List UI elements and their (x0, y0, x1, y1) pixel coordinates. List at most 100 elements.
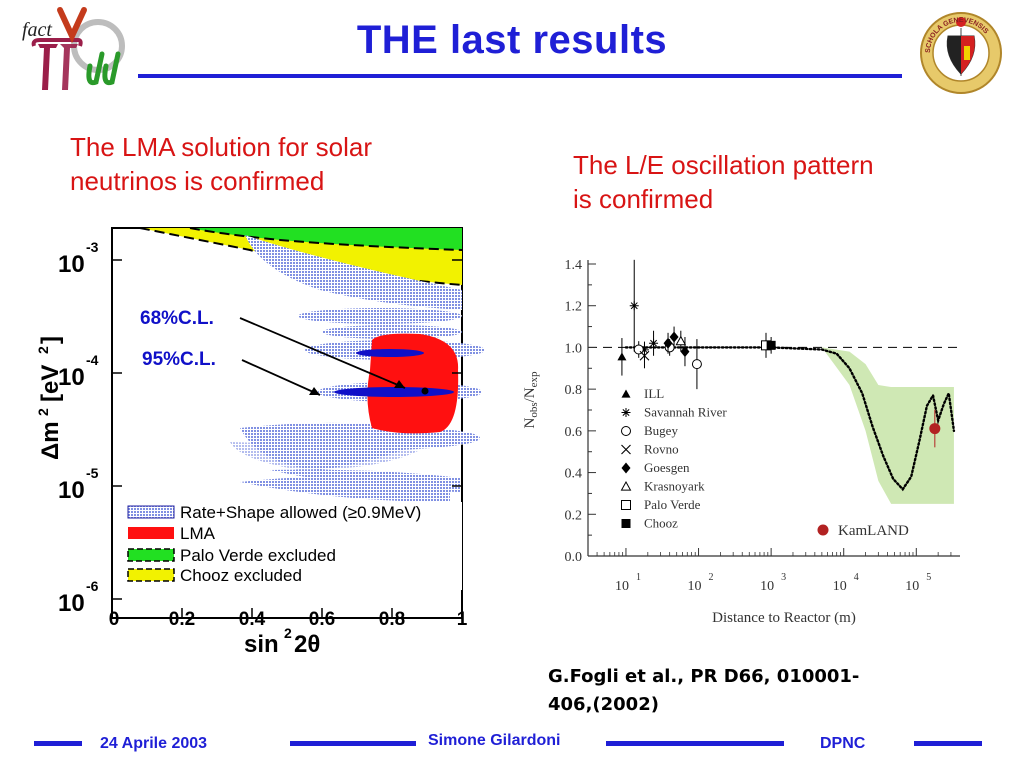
citation-line2: 406,(2002) (548, 694, 659, 715)
x-tick-1: 1 (457, 609, 468, 630)
svg-text:2θ: 2θ (294, 631, 320, 658)
footer-author: Simone Gilardoni (428, 732, 561, 749)
le-x-tick-label: 10 (905, 579, 919, 594)
legend-marker-bugey (621, 426, 631, 436)
title-underline (138, 74, 902, 78)
legend-label-goesgen: Goesgen (644, 460, 690, 475)
krasnoyark-data-point (675, 335, 687, 346)
legend-swatch-rate-shape (127, 505, 175, 519)
legend-palo-verde: Palo Verde excluded (180, 546, 336, 565)
y-tick-1e-3-base: 10 (58, 251, 85, 278)
goesgen-data-point (680, 346, 690, 358)
legend-marker-goesgen (621, 462, 631, 474)
x-tick-0.2: 0.2 (169, 609, 195, 630)
left-caption-line1: The LMA solution for solar (70, 132, 373, 162)
legend-label-palo-verde: Palo Verde (644, 497, 701, 512)
palo-verde-region (190, 228, 462, 250)
le-y-tick-label: 1.0 (565, 341, 583, 356)
legend-marker-chooz (621, 519, 631, 528)
footer-bar-mid-left (290, 741, 416, 746)
le-plot-svg: 0.00.20.40.60.81.01.21.4101102103104105 … (510, 242, 970, 635)
right-caption-line2: is confirmed (573, 184, 714, 214)
le-x-tick-label: 10 (615, 579, 629, 594)
x-tick-0.8: 0.8 (379, 609, 405, 630)
rate-shape-allowed-regions (230, 235, 485, 502)
citation-line1: G.Fogli et al., PR D66, 010001- (548, 666, 860, 687)
legend-rate-shape: Rate+Shape allowed (≥0.9MeV) (180, 503, 421, 522)
le-y-tick-label: 0.0 (565, 550, 583, 565)
savannah-river-data-point (649, 338, 659, 348)
left-caption: The LMA solution for solar neutrinos is … (70, 130, 490, 198)
legend-marker-rovno (621, 444, 631, 455)
bugey-data-point (691, 359, 702, 370)
footer-date: 24 Aprile 2003 (100, 735, 208, 752)
x-tick-0.6: 0.6 (309, 609, 335, 630)
footer-bar-mid-right (606, 741, 784, 746)
le-x-tick-label: 10 (833, 579, 847, 594)
annotation-68-cl: 68%C.L. (140, 308, 214, 329)
svg-text:2: 2 (35, 346, 51, 354)
legend-chooz: Chooz excluded (180, 566, 302, 585)
le-x-tick-label: 10 (760, 579, 774, 594)
svg-text:sin: sin (244, 631, 279, 658)
fact-logo: fact (20, 6, 132, 96)
legend-marker-kamland (817, 524, 829, 536)
y-axis-label: Δm 2 [eV 2 ] (35, 336, 64, 460)
le-x-tick-exponent: 2 (709, 572, 714, 583)
le-y-tick-label: 1.4 (565, 258, 583, 273)
rovno-data-point (639, 350, 650, 361)
oscillation-curve (624, 346, 956, 492)
y-tick-1e-5-base: 10 (58, 477, 85, 504)
svg-text:2: 2 (284, 625, 292, 641)
le-y-tick-label: 0.6 (565, 425, 583, 440)
legend-swatch-lma (128, 527, 174, 539)
annotation-95-cl: 95%C.L. (142, 349, 216, 370)
y-tick-1e-3-exp: -3 (86, 239, 99, 255)
goesgen-data-point (663, 337, 673, 349)
legend-label-ill: ILL (644, 386, 664, 401)
footer-bar-right (914, 741, 982, 746)
legend-label-krasnoyark: Krasnoyark (644, 479, 705, 494)
right-caption-line1: The L/E oscillation pattern (573, 150, 874, 180)
le-y-tick-label: 0.8 (565, 383, 583, 398)
x-axis-label: sin 2 2θ (244, 625, 320, 658)
svg-text:]: ] (37, 336, 64, 344)
best-fit-point (421, 387, 429, 395)
le-x-tick-exponent: 5 (926, 572, 931, 583)
le-y-tick-label: 0.4 (565, 467, 583, 482)
cl95-contour (334, 387, 454, 397)
citation: G.Fogli et al., PR D66, 010001- 406,(200… (548, 663, 948, 719)
footer-institute: DPNC (820, 735, 866, 752)
legend-marker-savannah-river (621, 408, 631, 417)
le-plot-figure: 0.0 0.2 0.4 0.6 0.8 1.0 1.2 1.4 10 1 10 2 10 3 10 4 10 5 … (510, 242, 970, 635)
ill-data-point (617, 352, 627, 361)
legend-marker-palo-verde (621, 500, 631, 510)
le-x-tick-exponent: 4 (854, 572, 859, 583)
le-x-tick-exponent: 1 (636, 572, 641, 583)
x-tick-0.4: 0.4 (239, 609, 266, 630)
arrow-68 (239, 317, 406, 389)
svg-text:Δm: Δm (37, 421, 64, 460)
legend-label-kamland: KamLAND (838, 523, 909, 539)
legend-marker-krasnoyark (620, 480, 632, 491)
svg-text:[eV: [eV (37, 365, 64, 402)
y-tick-1e-4-base: 10 (58, 364, 85, 391)
footer-bar-left (34, 741, 82, 746)
legend-label-rovno: Rovno (644, 442, 679, 457)
legend-label-bugey: Bugey (644, 423, 678, 438)
legend-swatch-chooz (127, 568, 175, 582)
le-x-tick-exponent: 3 (781, 572, 786, 583)
y-tick-1e-4-exp: -4 (86, 352, 99, 368)
legend-swatch-palo-verde (127, 548, 175, 562)
lma-plot-figure: 68%C.L. 95%C.L. 10 -3 10 -4 10 -5 10 -6 … (20, 220, 490, 660)
cl68-contour (356, 349, 424, 357)
legend-marker-ill (621, 389, 631, 398)
lma-plot-legend: Rate+Shape allowed (≥0.9MeV) LMA Palo Ve… (122, 502, 462, 590)
arrow-95 (241, 359, 321, 396)
chooz-data-point (766, 340, 776, 350)
legend-lma: LMA (180, 524, 216, 543)
kamland-data-point (929, 423, 941, 435)
le-y-tick-label: 0.2 (565, 508, 583, 523)
fact-logo-text: fact (22, 19, 52, 41)
university-seal: SCHOLA GENEVENSIS (918, 10, 1004, 96)
